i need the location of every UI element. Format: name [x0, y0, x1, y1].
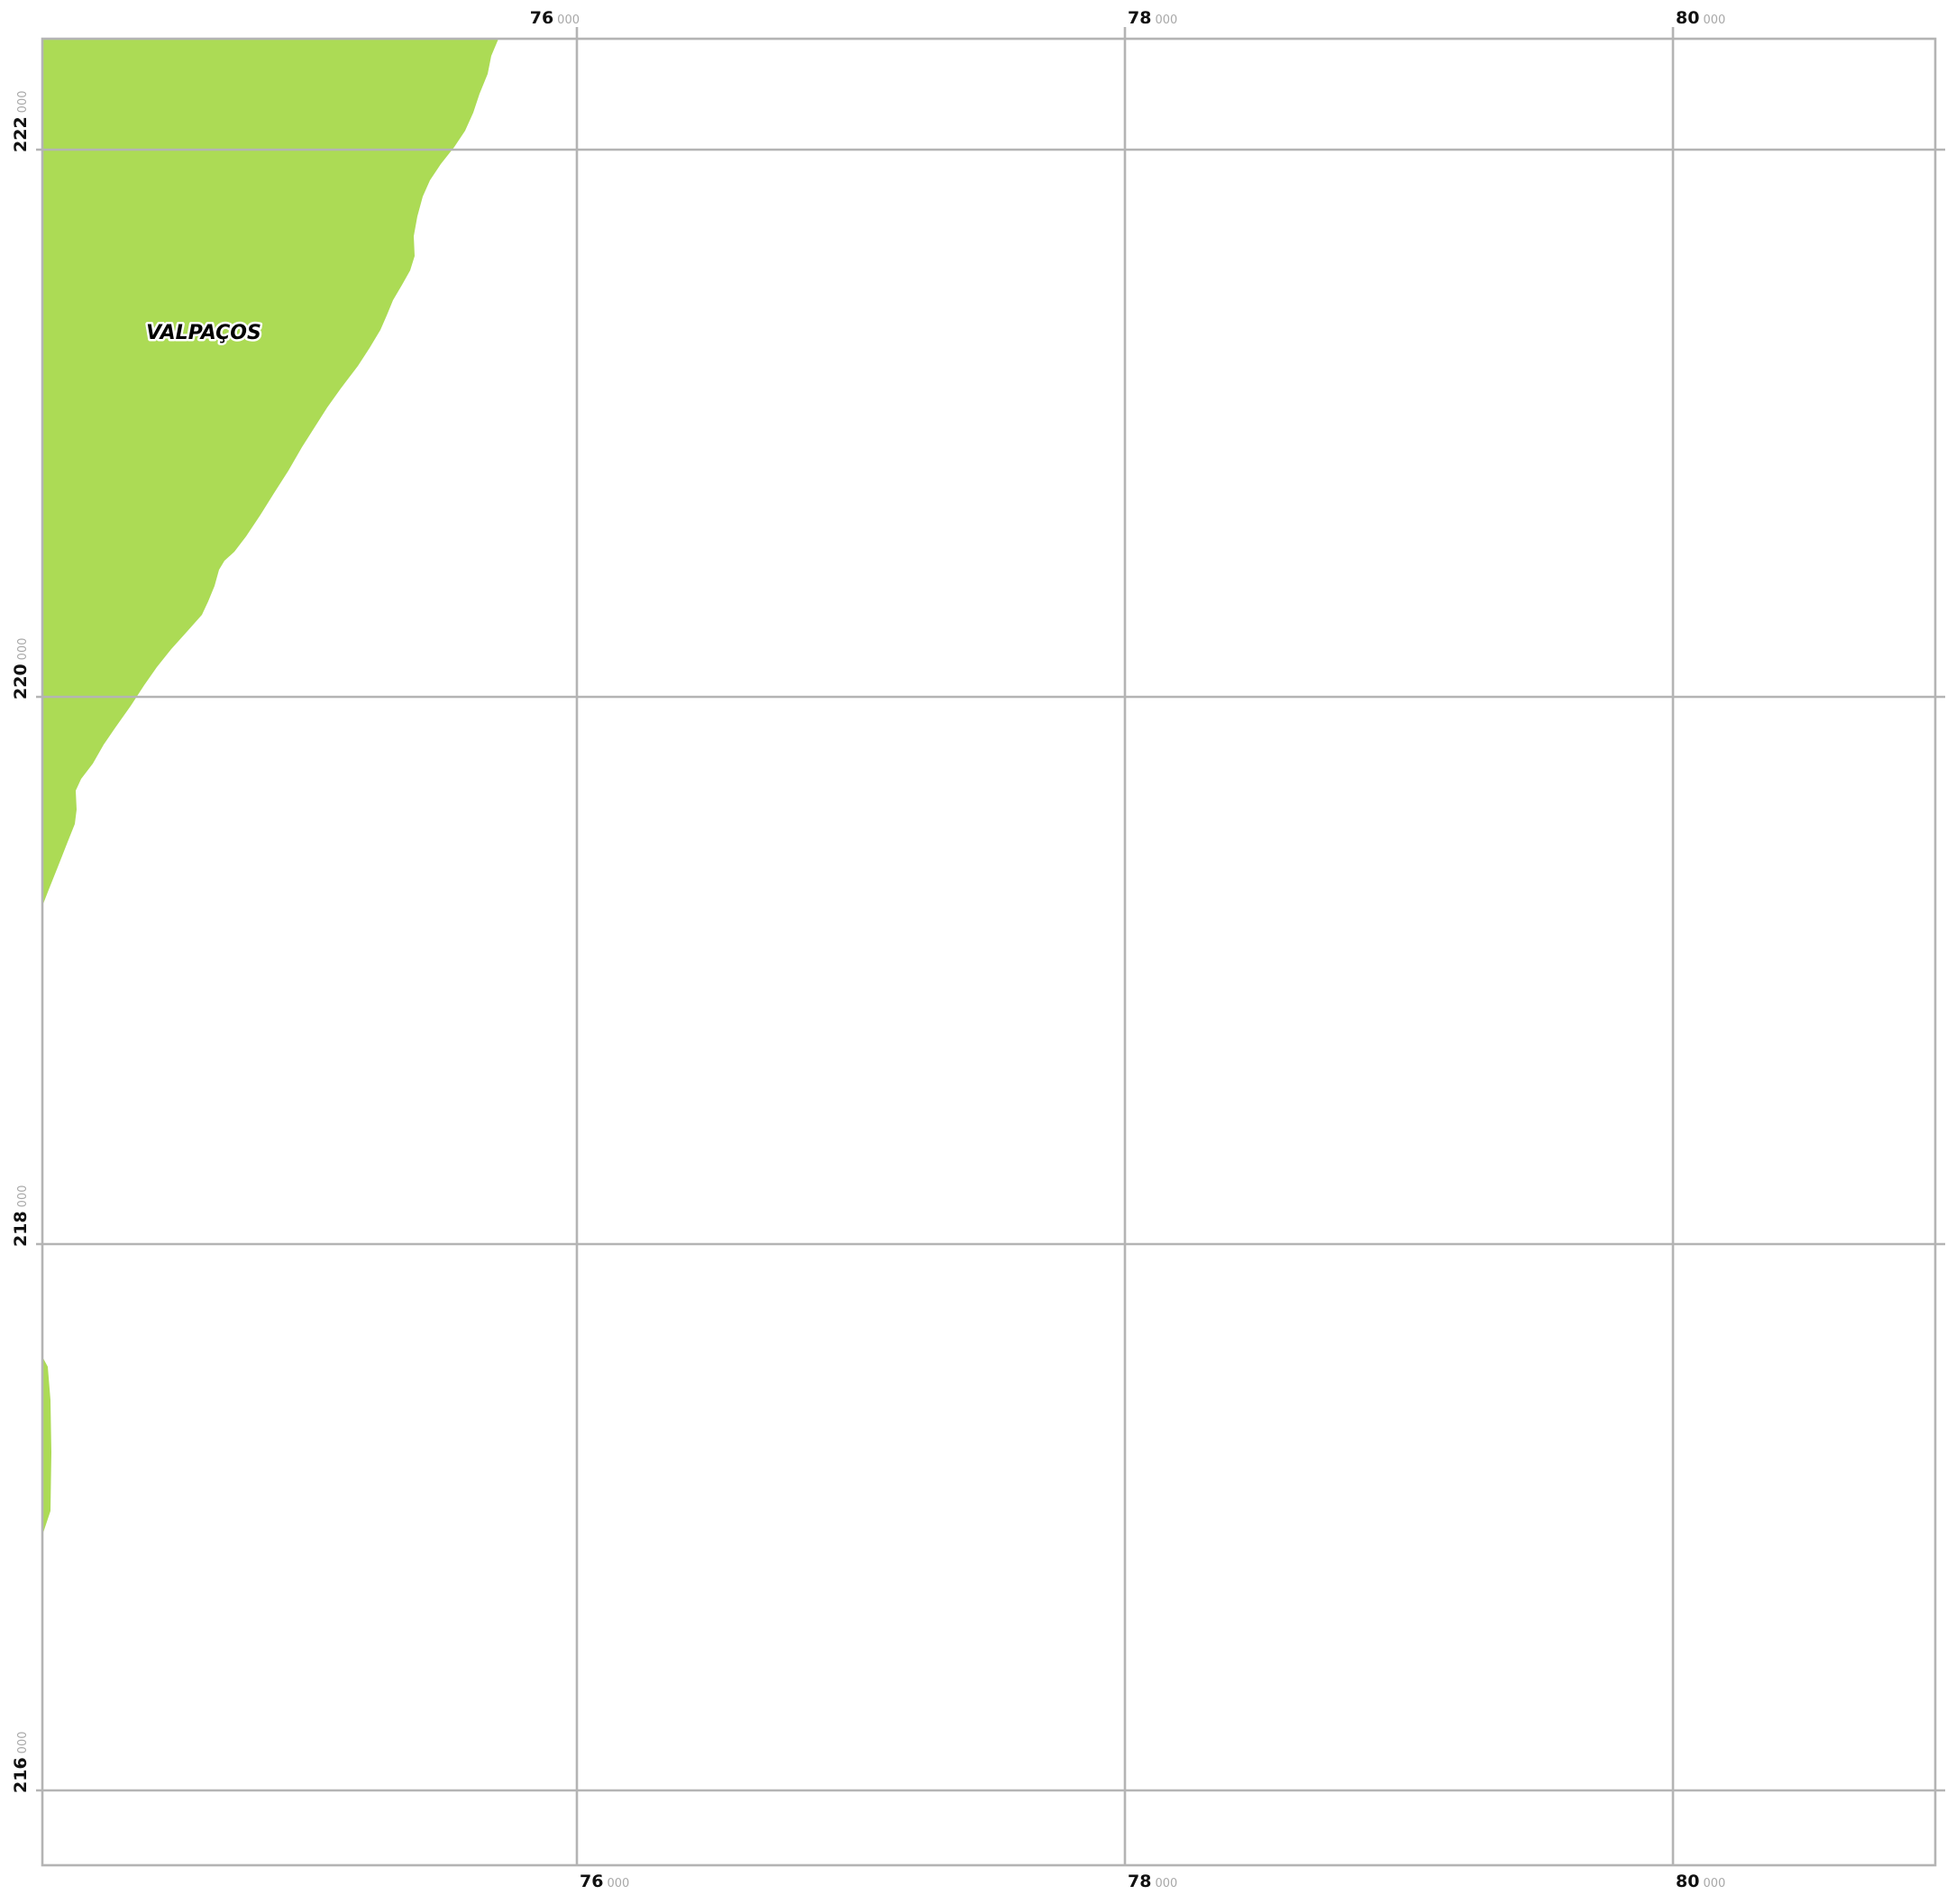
municipality-area-south[interactable] [42, 1357, 51, 1537]
easting-label-minor: 000 [557, 14, 580, 27]
coordinate-grid [36, 27, 1945, 1866]
easting-label-major: 78 [1128, 8, 1151, 28]
easting-label-minor: 000 [1703, 14, 1725, 27]
easting-label: 76 000 [530, 8, 580, 28]
northing-label-major: 220 [11, 664, 31, 700]
northing-label: 218000 [11, 1185, 31, 1248]
easting-label-major: 76 [580, 1872, 603, 1891]
northing-label-major: 218 [11, 1211, 31, 1247]
easting-label-minor: 000 [607, 1877, 629, 1890]
northing-label-minor: 000 [16, 1185, 30, 1208]
easting-label: 80 000 [1676, 8, 1725, 28]
easting-label-major: 76 [530, 8, 553, 28]
map-frame [41, 37, 1937, 1867]
northing-label-minor: 000 [16, 1732, 30, 1754]
easting-label-minor: 000 [1155, 14, 1177, 27]
easting-labels-top: 76 000 78 000 80 000 [530, 8, 1726, 28]
northing-label: 220000 [11, 638, 31, 700]
northing-label-minor: 000 [16, 91, 30, 114]
easting-label-minor: 000 [1155, 1877, 1177, 1890]
municipality-area-north[interactable] [42, 39, 498, 949]
northing-label-minor: 000 [16, 638, 30, 661]
easting-label-major: 80 [1676, 1872, 1699, 1891]
northing-label: 222000 [11, 91, 31, 153]
northing-label-major: 222 [11, 116, 31, 152]
easting-label: 78 000 [1128, 1872, 1177, 1891]
easting-label: 80 000 [1676, 1872, 1725, 1891]
easting-label-major: 80 [1676, 8, 1699, 28]
place-label-valpacos: VALPAÇOS [146, 322, 261, 344]
northing-labels-left: 222000 220000 218000 216000 [11, 91, 31, 1794]
easting-labels-bottom: 76 000 78 000 80 000 [580, 1872, 1725, 1891]
easting-label: 76 000 [580, 1872, 629, 1891]
easting-label-major: 78 [1128, 1872, 1151, 1891]
northing-label-major: 216 [11, 1757, 31, 1793]
easting-label: 78 000 [1128, 8, 1177, 28]
northing-label: 216000 [11, 1732, 31, 1794]
easting-label-minor: 000 [1703, 1877, 1725, 1890]
